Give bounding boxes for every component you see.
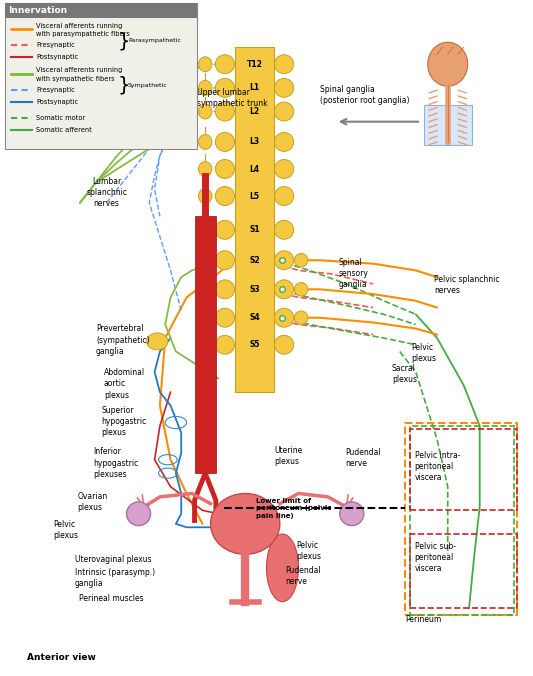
Text: Pelvic sub-
peritoneal
viscera: Pelvic sub- peritoneal viscera [415,542,456,573]
Text: S3: S3 [249,285,260,294]
Text: S1: S1 [249,225,260,235]
Text: Pudendal
nerve: Pudendal nerve [345,448,381,468]
Bar [235,47,274,392]
Text: Superior
hypogastric
plexus: Superior hypogastric plexus [101,406,147,437]
Text: Anterior view: Anterior view [27,652,95,662]
Bar [424,105,472,145]
Ellipse shape [215,78,235,97]
Text: Postsynaptic: Postsynaptic [36,55,78,60]
Text: Parasympathetic: Parasympathetic [128,38,181,43]
Text: Prevertebral
(sympathetic)
ganglia: Prevertebral (sympathetic) ganglia [96,324,150,356]
Text: Innervation: Innervation [8,6,67,16]
Text: Pelvic intra-
peritoneal
viscera: Pelvic intra- peritoneal viscera [415,451,460,482]
Text: Upper lumbar
sympathetic trunk: Upper lumbar sympathetic trunk [197,88,268,108]
Ellipse shape [199,80,212,95]
FancyBboxPatch shape [5,3,197,149]
Ellipse shape [274,55,294,74]
Text: Pelvic splanchnic
nerves: Pelvic splanchnic nerves [434,275,500,295]
Ellipse shape [294,254,308,267]
Ellipse shape [427,42,468,87]
Text: Visceral afferents running: Visceral afferents running [36,68,123,73]
Ellipse shape [274,78,294,97]
Text: Pelvic
plexus: Pelvic plexus [411,343,437,363]
Text: with sympathetic fibers: with sympathetic fibers [36,76,115,82]
Ellipse shape [274,160,294,178]
Text: with parasympathetic fibers: with parasympathetic fibers [36,32,130,37]
Text: L1: L1 [249,83,260,93]
Text: Inferior
hypogastric
plexuses: Inferior hypogastric plexuses [93,448,139,479]
Text: Pudendal
nerve: Pudendal nerve [285,566,321,586]
Ellipse shape [340,502,364,526]
Text: L5: L5 [249,191,260,201]
Ellipse shape [274,187,294,206]
Ellipse shape [274,335,294,354]
Ellipse shape [215,102,235,121]
Text: S2: S2 [249,256,260,265]
Text: T12: T12 [247,59,262,69]
Ellipse shape [199,189,212,203]
Ellipse shape [274,132,294,151]
Text: Perineum: Perineum [405,615,441,625]
Ellipse shape [215,187,235,206]
Text: Somatic motor: Somatic motor [36,116,85,121]
Ellipse shape [274,251,294,270]
Ellipse shape [211,493,280,554]
Ellipse shape [294,311,308,324]
Text: Uterine
plexus: Uterine plexus [274,446,303,466]
Ellipse shape [266,534,298,602]
Text: }: } [117,76,130,95]
Text: S4: S4 [249,313,260,322]
Bar [195,216,216,473]
Text: Abdominal
aortic
plexus: Abdominal aortic plexus [104,368,145,400]
Text: Lumbar
splanchnic
nerves: Lumbar splanchnic nerves [86,177,127,208]
Ellipse shape [215,55,235,74]
Ellipse shape [274,220,294,239]
Text: Visceral afferents running: Visceral afferents running [36,23,123,28]
Ellipse shape [199,162,212,176]
Ellipse shape [127,502,151,526]
Text: L4: L4 [249,164,260,174]
Ellipse shape [215,132,235,151]
Ellipse shape [199,57,212,72]
Ellipse shape [274,102,294,121]
Bar [5,3,197,18]
Text: Presynaptic: Presynaptic [36,43,75,48]
Text: Perineal muscles: Perineal muscles [79,594,143,603]
Text: Pelvic
plexus: Pelvic plexus [296,541,321,561]
Ellipse shape [199,104,212,119]
Ellipse shape [215,160,235,178]
Ellipse shape [274,308,294,327]
Text: Postsynaptic: Postsynaptic [36,99,78,105]
Text: Spinal
sensory
ganglia: Spinal sensory ganglia [339,258,369,289]
Text: Lower limit of
peritoneum (pelvic
pain line): Lower limit of peritoneum (pelvic pain l… [256,498,332,519]
Text: L3: L3 [249,137,260,147]
Ellipse shape [274,280,294,299]
Text: L2: L2 [249,107,260,116]
Text: Somatic afferent: Somatic afferent [36,128,92,133]
Text: Spinal ganglia
(posterior root ganglia): Spinal ganglia (posterior root ganglia) [320,84,409,105]
Ellipse shape [215,280,235,299]
Ellipse shape [147,333,168,350]
Ellipse shape [215,308,235,327]
Text: Presynaptic: Presynaptic [36,87,75,93]
Text: Sacral
plexus: Sacral plexus [392,364,417,384]
Text: Uterovaginal plexus: Uterovaginal plexus [75,555,151,564]
Ellipse shape [215,251,235,270]
Ellipse shape [215,335,235,354]
Text: S5: S5 [249,340,260,349]
Ellipse shape [215,220,235,239]
Text: Ovarian
plexus: Ovarian plexus [77,491,108,512]
Text: Pelvic
plexus: Pelvic plexus [53,520,78,540]
Text: Intrinsic (parasymp.)
ganglia: Intrinsic (parasymp.) ganglia [75,568,155,588]
Ellipse shape [294,283,308,296]
Ellipse shape [199,135,212,149]
Text: Sympathetic: Sympathetic [128,82,168,88]
Text: }: } [117,31,130,50]
